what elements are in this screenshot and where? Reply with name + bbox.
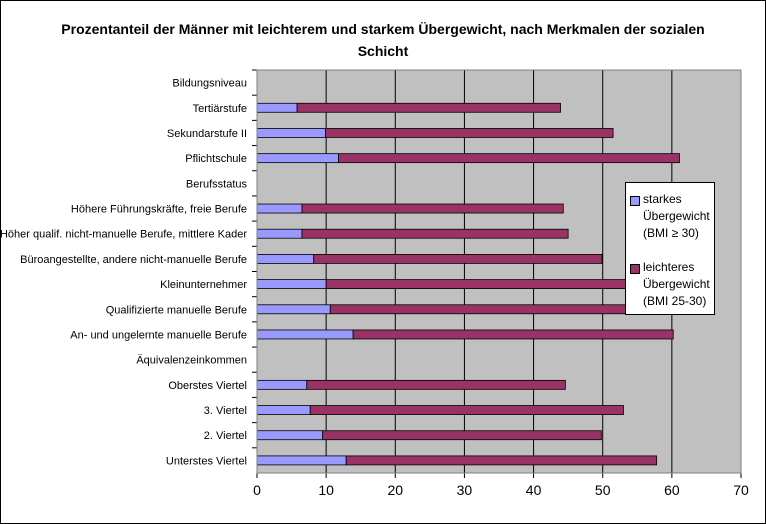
category-label: 3. Viertel — [204, 405, 247, 417]
chart-title: Prozentanteil der Männer mit leichterem … — [61, 21, 705, 59]
bar-leichteres — [322, 430, 602, 441]
x-tick-label: 50 — [595, 482, 611, 498]
x-tick-label: 60 — [664, 482, 680, 498]
category-label: Bildungsniveau — [172, 78, 247, 90]
bar-leichteres — [301, 203, 564, 214]
bar-leichteres — [325, 279, 638, 289]
bar-leichteres — [329, 304, 638, 315]
legend-label-leichteres: leichteres Übergewicht (BMI 25-30) — [643, 260, 710, 308]
category-label: Höhere Führungskräfte, freie Berufe — [71, 204, 247, 216]
x-tick-label: 20 — [387, 482, 403, 498]
category-label: Kleinunternehmer — [160, 279, 247, 291]
category-label: Oberstes Viertel — [168, 380, 247, 392]
bar-starkes — [256, 102, 298, 113]
category-label: 2. Viertel — [204, 430, 247, 442]
bar-starkes — [256, 304, 331, 315]
bar-leichteres — [325, 128, 614, 138]
axes — [252, 69, 742, 478]
bars — [256, 102, 680, 466]
bar-starkes — [256, 379, 308, 390]
legend-swatch-leichteres — [630, 264, 640, 274]
category-label: Pflichtschule — [185, 153, 247, 165]
bar-leichteres — [345, 455, 658, 466]
bar-starkes — [256, 128, 326, 138]
x-tick-label: 0 — [253, 482, 261, 498]
plot-border — [256, 69, 742, 474]
category-label: Berufsstatus — [186, 178, 248, 190]
bar-leichteres — [313, 254, 603, 264]
category-label: Sekundarstufe II — [167, 128, 247, 140]
category-label: Unterstes Viertel — [166, 455, 247, 467]
x-tick-labels: 0 10 20 30 40 50 60 70 — [253, 482, 749, 498]
bar-leichteres — [306, 379, 566, 390]
bar-starkes — [256, 430, 324, 441]
category-label: Höher qualif. nicht-manuelle Berufe, mit… — [0, 229, 247, 241]
category-label: Qualifizierte manuelle Berufe — [106, 304, 247, 316]
bar-starkes — [256, 153, 339, 164]
x-tick-label: 40 — [526, 482, 542, 498]
bar-leichteres — [309, 405, 624, 415]
category-label: Büroangestellte, andere nicht-manuelle B… — [20, 254, 247, 266]
bar-starkes — [256, 228, 303, 239]
bar-starkes — [256, 203, 303, 214]
bar-leichteres — [296, 102, 561, 113]
bar-starkes — [256, 254, 315, 264]
bar-starkes — [256, 405, 311, 415]
x-tick-label: 70 — [733, 482, 749, 498]
bar-leichteres — [301, 228, 569, 239]
bar-starkes — [256, 455, 347, 466]
legend-entry-starkes: starkes Übergewicht (BMI ≥ 30) — [630, 191, 716, 242]
legend: starkes Übergewicht (BMI ≥ 30) leichtere… — [625, 182, 715, 315]
category-label: Tertiärstufe — [193, 103, 247, 115]
legend-entry-leichteres: leichteres Übergewicht (BMI 25-30) — [630, 259, 716, 310]
legend-swatch-starkes — [630, 196, 640, 206]
bar-starkes — [256, 329, 354, 340]
category-labels: Bildungsniveau Tertiärstufe Sekundarstufe … — [0, 78, 247, 468]
x-tick-label: 30 — [457, 482, 473, 498]
category-label: An- und ungelernte manuelle Berufe — [70, 329, 247, 341]
x-tick-label: 10 — [318, 482, 334, 498]
bar-leichteres — [352, 329, 674, 340]
bar-leichteres — [338, 153, 680, 164]
legend-label-starkes: starkes Übergewicht (BMI ≥ 30) — [643, 192, 710, 240]
bar-starkes — [256, 279, 327, 289]
category-label: Äquivalenzeinkommen — [136, 355, 247, 367]
